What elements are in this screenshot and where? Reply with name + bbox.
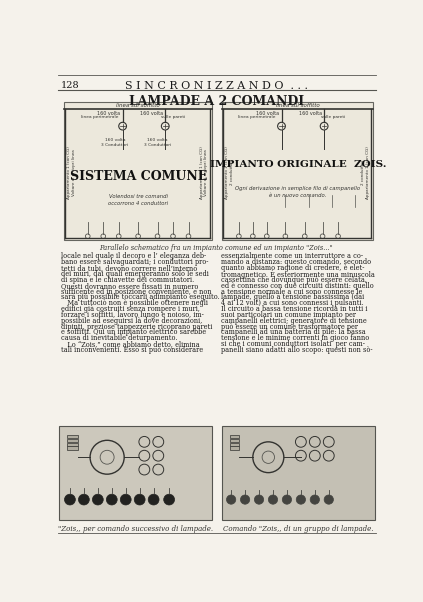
Bar — [230, 439, 239, 442]
Text: 160 volta: 160 volta — [140, 111, 163, 116]
Text: 4 ai 12 volt) a cui sono connessi i pulsanti.: 4 ai 12 volt) a cui sono connessi i puls… — [221, 299, 364, 307]
Text: lampade, quello a tensione bassissima (dai: lampade, quello a tensione bassissima (d… — [221, 293, 364, 302]
Text: campanelli elettrici; generatore di tensione: campanelli elettrici; generatore di tens… — [221, 317, 367, 325]
Circle shape — [324, 495, 333, 504]
Circle shape — [240, 495, 250, 504]
Text: Voltare di arrivpri linea: Voltare di arrivpri linea — [72, 149, 76, 196]
Text: ed è connesso con due circuiti distinti: quello: ed è connesso con due circuiti distinti:… — [221, 282, 374, 290]
Text: 160 volta: 160 volta — [256, 111, 279, 116]
Text: Il circuito a bassa tensione ricorda in tutti i: Il circuito a bassa tensione ricorda in … — [221, 305, 368, 313]
Text: Ma tuttociò non è possibile ottenere negli: Ma tuttociò non è possibile ottenere neg… — [60, 299, 208, 307]
Text: linea perimetrale: linea perimetrale — [238, 116, 275, 119]
Text: quanto abbiamo ragione di credere, è elet-: quanto abbiamo ragione di credere, è ele… — [221, 264, 365, 272]
Text: Lo “Zois,” come abbiamo detto, elimina: Lo “Zois,” come abbiamo detto, elimina — [60, 340, 199, 348]
Text: 128: 128 — [60, 81, 79, 90]
Text: suoi particolari un comune impianto per: suoi particolari un comune impianto per — [221, 311, 356, 319]
Circle shape — [282, 495, 291, 504]
Circle shape — [106, 494, 117, 505]
Text: Ogni derivazione in semplice filo di campanello
è un nuovo comando.: Ogni derivazione in semplice filo di cam… — [235, 186, 360, 198]
Text: sulle pareti: sulle pareti — [161, 116, 185, 119]
Text: locale nel quale il decoro e l’ eleganza deb-: locale nel quale il decoro e l’ eleganza… — [60, 252, 206, 261]
Text: S I N C R O N I Z Z A N D O  . . .: S I N C R O N I Z Z A N D O . . . — [125, 81, 308, 92]
Text: tensione e le minime correnti in gioco fanno: tensione e le minime correnti in gioco f… — [221, 334, 369, 343]
Text: forzare i soffitti, lavoro lungo e noioso, im-: forzare i soffitti, lavoro lungo e noios… — [60, 311, 203, 319]
Text: a tensione normale a cui sono connesse le: a tensione normale a cui sono connesse l… — [221, 288, 363, 296]
Text: Voltare di arrivpri linea: Voltare di arrivpri linea — [204, 149, 208, 196]
Text: possibile ad eseguirsi là dove decorazioni,: possibile ad eseguirsi là dove decorazio… — [60, 317, 202, 325]
Circle shape — [120, 494, 131, 505]
Text: panelli siano adatti allo scopo: questi non sò-: panelli siano adatti allo scopo: questi … — [221, 346, 373, 354]
Text: Questi dovranno essere fissati in numero: Questi dovranno essere fissati in numero — [60, 282, 198, 290]
Text: e soffitti. Qui un impianto elettrico sarebbe: e soffitti. Qui un impianto elettrico sa… — [60, 329, 206, 337]
Text: 160 volta
3 Conduttori: 160 volta 3 Conduttori — [144, 138, 171, 147]
Circle shape — [296, 495, 305, 504]
Circle shape — [310, 495, 319, 504]
Circle shape — [92, 494, 103, 505]
Circle shape — [64, 494, 75, 505]
Text: Parallelo schematico fra un impianto comune ed un impianto "Zois...": Parallelo schematico fra un impianto com… — [99, 244, 333, 252]
Circle shape — [226, 495, 236, 504]
Text: 2 conduttori: 2 conduttori — [230, 160, 234, 185]
Circle shape — [134, 494, 145, 505]
Circle shape — [78, 494, 89, 505]
Text: sulle pareti: sulle pareti — [321, 116, 346, 119]
Bar — [67, 447, 78, 450]
Text: IMPIANTO ORIGINALE  ZOIS.: IMPIANTO ORIGINALE ZOIS. — [209, 160, 386, 169]
Bar — [230, 447, 239, 450]
Text: 160 volta: 160 volta — [299, 111, 322, 116]
Text: LAMPADE A 2 COMANDI: LAMPADE A 2 COMANDI — [129, 95, 304, 108]
Circle shape — [254, 495, 264, 504]
Text: cassettina che dovunque può essere celata,: cassettina che dovunque può essere celat… — [221, 276, 367, 284]
Text: tali inconvenienti. Esso si può considerare: tali inconvenienti. Esso si può consider… — [60, 346, 203, 354]
Text: Appartamento 1 (con CG): Appartamento 1 (con CG) — [225, 146, 229, 199]
Text: può essere un comune trasformatore per: può essere un comune trasformatore per — [221, 323, 358, 330]
Text: essenzialmente come un interruttore a co-: essenzialmente come un interruttore a co… — [221, 252, 363, 261]
Text: Comando "Zois,, di un gruppo di lampade.: Comando "Zois,, di un gruppo di lampade. — [223, 525, 374, 533]
Text: edifici già costruiti senza rompere i muri,: edifici già costruiti senza rompere i mu… — [60, 305, 200, 313]
Bar — [67, 435, 78, 438]
Text: Appartamento 1 (con CG): Appartamento 1 (con CG) — [67, 146, 71, 199]
Bar — [222, 426, 374, 520]
Circle shape — [268, 495, 277, 504]
Text: Volendosi tre comandi
occorrono 4 conduttori: Volendosi tre comandi occorrono 4 condut… — [108, 194, 168, 206]
Bar — [67, 442, 78, 445]
Text: sarà più possibile toccarli adimpianto eseguito.: sarà più possibile toccarli adimpianto e… — [60, 293, 220, 302]
Bar — [222, 102, 373, 240]
Text: tromagnetico. È esteriormente una minuscola: tromagnetico. È esteriormente una minusc… — [221, 270, 375, 279]
Text: mando a distanza: questo comando, secondo: mando a distanza: questo comando, second… — [221, 258, 371, 266]
Text: linea perimetrale: linea perimetrale — [81, 116, 118, 119]
Text: dei muri, dai quali emergeranno solo le sedi: dei muri, dai quali emergeranno solo le … — [60, 270, 209, 278]
Bar — [64, 102, 212, 240]
Text: campanelli ad una batteria di pile: la bassa: campanelli ad una batteria di pile: la b… — [221, 329, 366, 337]
Circle shape — [148, 494, 159, 505]
Text: SISTEMA COMUNE: SISTEMA COMUNE — [69, 170, 207, 182]
Text: 2 conduttori: 2 conduttori — [361, 160, 365, 185]
Text: "Zois,, per comando successivo di lampade.: "Zois,, per comando successivo di lampad… — [58, 525, 213, 533]
Text: bano essere salvaguardati; i conduttori pro-: bano essere salvaguardati; i conduttori … — [60, 258, 208, 266]
Text: 160 volta
3 Conduttori: 160 volta 3 Conduttori — [101, 138, 129, 147]
Text: 160 volta: 160 volta — [97, 111, 120, 116]
Text: Appartamento 1 (con CG): Appartamento 1 (con CG) — [200, 146, 204, 199]
Text: dipinti, preziose tappezzerie ricoprano pareti: dipinti, preziose tappezzerie ricoprano … — [60, 323, 212, 330]
Text: tetti da tubi, devono correre nell’interno: tetti da tubi, devono correre nell’inter… — [60, 264, 197, 272]
Text: Appartamento 1 (con CG): Appartamento 1 (con CG) — [365, 146, 370, 199]
Circle shape — [164, 494, 175, 505]
Bar — [67, 439, 78, 442]
Text: di spina e le chiavette dei commutatori.: di spina e le chiavette dei commutatori. — [60, 276, 194, 284]
Text: si che i comuni conduttori isolati  per cam-: si che i comuni conduttori isolati per c… — [221, 340, 365, 348]
Bar — [230, 442, 239, 445]
Bar — [230, 435, 239, 438]
Text: causa di inevitabile deturpamento.: causa di inevitabile deturpamento. — [60, 334, 177, 343]
Text: linea sul soffitto: linea sul soffitto — [276, 103, 320, 108]
Text: linea sul soffitto: linea sul soffitto — [116, 103, 160, 108]
Bar — [59, 426, 212, 520]
Text: sufficente ed in posizione conveniente, e non: sufficente ed in posizione conveniente, … — [60, 288, 211, 296]
